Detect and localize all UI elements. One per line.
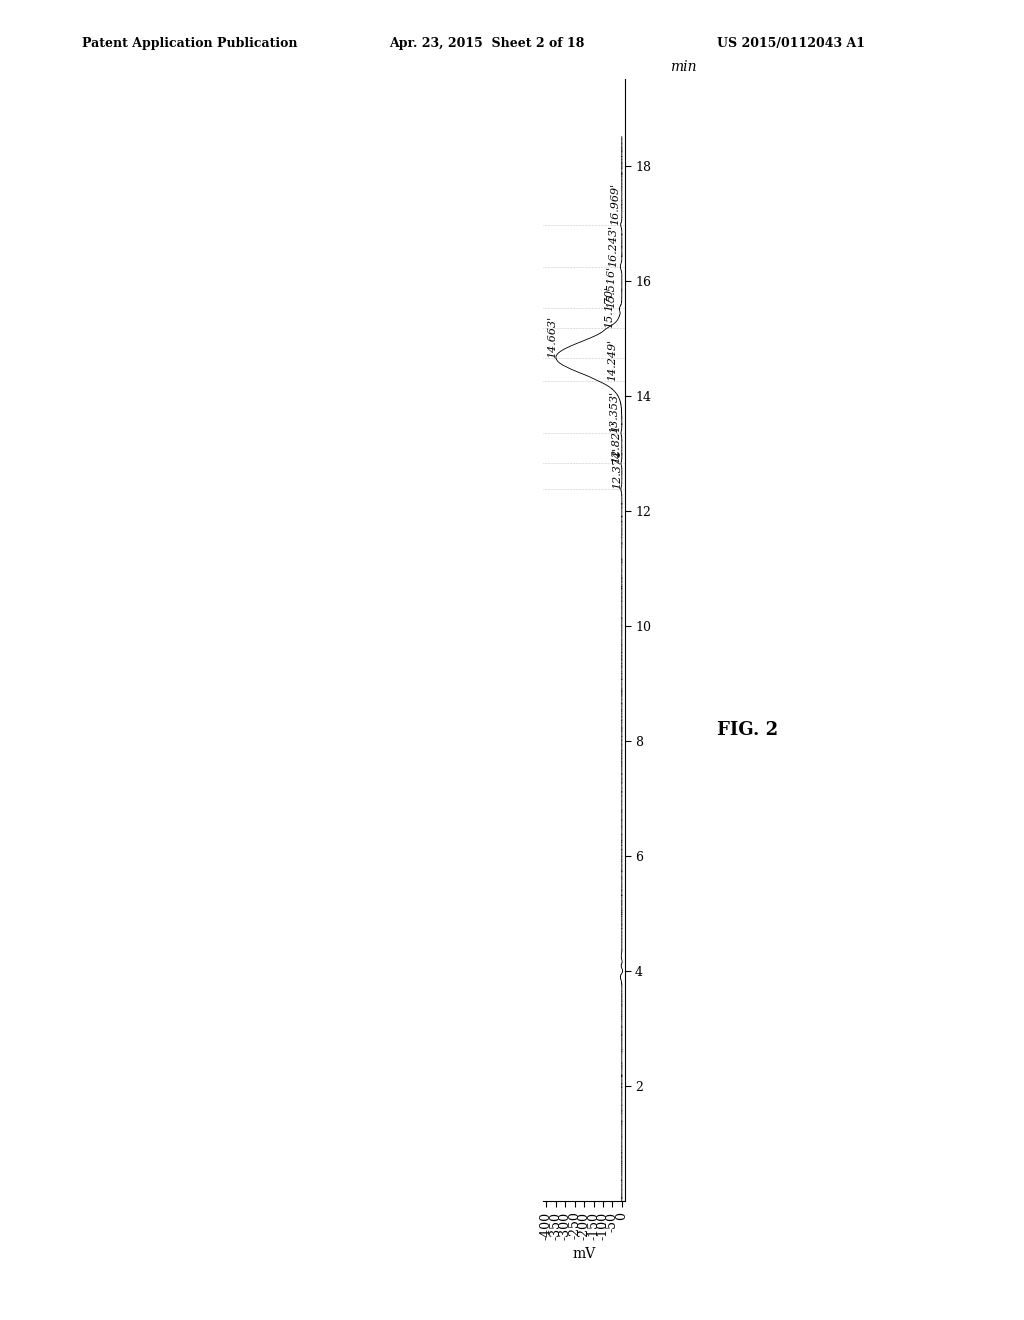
Text: 14.663': 14.663' xyxy=(547,315,557,358)
X-axis label: mV: mV xyxy=(572,1246,595,1261)
Text: Patent Application Publication: Patent Application Publication xyxy=(82,37,297,50)
Text: 12.821': 12.821' xyxy=(610,421,621,463)
Text: 15.516': 15.516' xyxy=(606,267,616,309)
Text: 15.170': 15.170' xyxy=(604,286,614,329)
Text: 14.249': 14.249' xyxy=(607,339,617,381)
Text: 12.374': 12.374' xyxy=(612,447,623,490)
Text: Apr. 23, 2015  Sheet 2 of 18: Apr. 23, 2015 Sheet 2 of 18 xyxy=(389,37,585,50)
Text: min: min xyxy=(670,59,696,74)
Text: FIG. 2: FIG. 2 xyxy=(717,721,778,739)
Text: 16.969': 16.969' xyxy=(610,182,621,224)
Text: 16.243': 16.243' xyxy=(608,224,618,267)
Text: 13.353': 13.353' xyxy=(609,391,620,433)
Text: US 2015/0112043 A1: US 2015/0112043 A1 xyxy=(717,37,865,50)
